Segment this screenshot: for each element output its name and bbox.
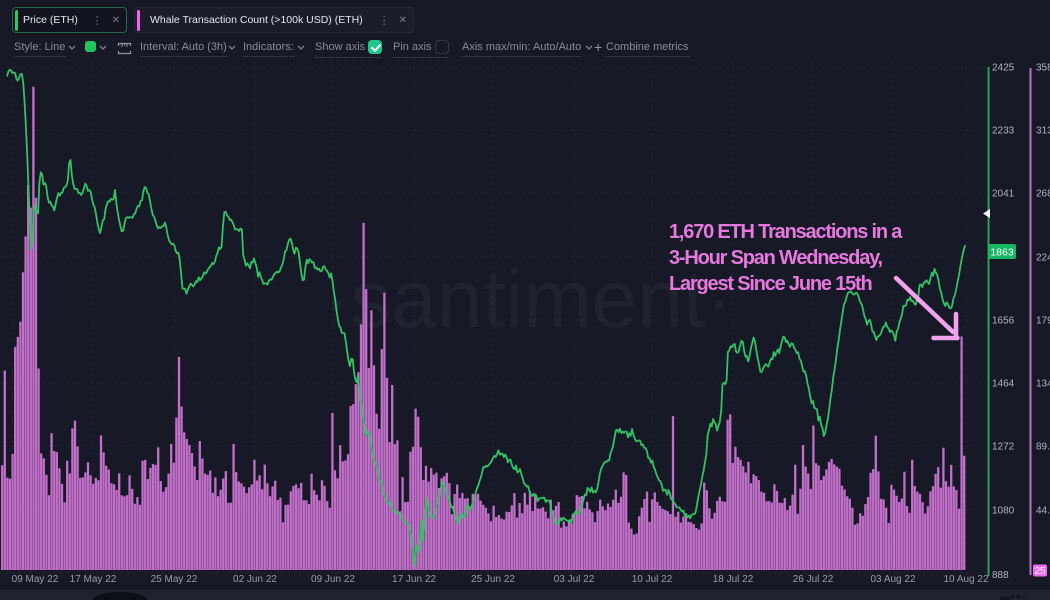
svg-text:179: 179 bbox=[1036, 316, 1050, 327]
svg-text:3-Hour Span Wednesday,: 3-Hour Span Wednesday, bbox=[669, 247, 883, 269]
svg-text:2233: 2233 bbox=[992, 126, 1015, 137]
svg-text:1863: 1863 bbox=[990, 247, 1014, 259]
svg-text:313: 313 bbox=[1036, 126, 1050, 137]
svg-text:134: 134 bbox=[1036, 379, 1050, 390]
svg-text:268: 268 bbox=[1036, 189, 1050, 200]
svg-text:26 Jul 22: 26 Jul 22 bbox=[793, 574, 834, 585]
svg-text:18 Jul 22: 18 Jul 22 bbox=[713, 574, 754, 585]
svg-text:Largest Since June 15th: Largest Since June 15th bbox=[669, 273, 871, 295]
svg-text:03 Aug 22: 03 Aug 22 bbox=[870, 574, 915, 585]
svg-text:10 Aug 22: 10 Aug 22 bbox=[943, 574, 988, 585]
svg-text:02 Jun 22: 02 Jun 22 bbox=[233, 574, 277, 585]
svg-text:1464: 1464 bbox=[992, 379, 1015, 390]
svg-text:358: 358 bbox=[1036, 63, 1050, 74]
svg-text:09 Jun 22: 09 Jun 22 bbox=[311, 574, 355, 585]
svg-text:1,670 ETH Transactions in a: 1,670 ETH Transactions in a bbox=[669, 221, 903, 243]
svg-text:25 May 22: 25 May 22 bbox=[151, 574, 198, 585]
svg-text:03 Jul 22: 03 Jul 22 bbox=[554, 574, 595, 585]
svg-text:89.6: 89.6 bbox=[1036, 442, 1050, 453]
svg-text:17 Jun 22: 17 Jun 22 bbox=[392, 574, 436, 585]
svg-text:1656: 1656 bbox=[992, 316, 1015, 327]
svg-text:224: 224 bbox=[1036, 253, 1050, 264]
svg-text:17 May 22: 17 May 22 bbox=[70, 574, 117, 585]
svg-text:·santiment·: ·santiment· bbox=[323, 254, 733, 345]
svg-text:25: 25 bbox=[1034, 566, 1046, 577]
svg-text:1272: 1272 bbox=[992, 442, 1015, 453]
svg-text:888: 888 bbox=[992, 570, 1009, 581]
svg-text:10 Jul 22: 10 Jul 22 bbox=[632, 574, 673, 585]
svg-text:09 May 22: 09 May 22 bbox=[12, 574, 59, 585]
svg-text:2041: 2041 bbox=[992, 189, 1015, 200]
svg-text:25 Jun 22: 25 Jun 22 bbox=[471, 574, 515, 585]
svg-text:1080: 1080 bbox=[992, 506, 1015, 517]
svg-text:2425: 2425 bbox=[992, 63, 1015, 74]
svg-text:44.8: 44.8 bbox=[1036, 506, 1050, 517]
